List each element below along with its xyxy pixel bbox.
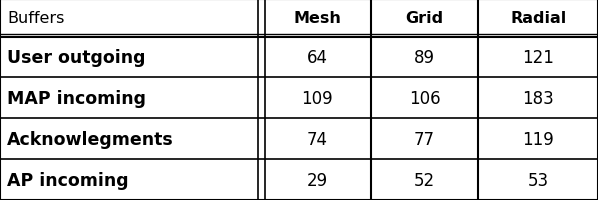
Text: 77: 77 [414,130,435,148]
Text: 64: 64 [306,48,328,66]
Text: 106: 106 [409,89,440,107]
Text: 53: 53 [527,171,549,189]
Text: 29: 29 [306,171,328,189]
Text: 52: 52 [414,171,435,189]
Text: Grid: Grid [405,11,444,26]
Text: 89: 89 [414,48,435,66]
Text: Acknowlegments: Acknowlegments [7,130,174,148]
Text: AP incoming: AP incoming [7,171,129,189]
Text: Buffers: Buffers [7,11,65,26]
Text: User outgoing: User outgoing [7,48,146,66]
Text: 183: 183 [522,89,554,107]
Text: 121: 121 [522,48,554,66]
Text: Radial: Radial [510,11,566,26]
Text: 109: 109 [301,89,332,107]
Text: 74: 74 [306,130,328,148]
Text: 119: 119 [522,130,554,148]
Text: MAP incoming: MAP incoming [7,89,146,107]
Text: Mesh: Mesh [293,11,341,26]
